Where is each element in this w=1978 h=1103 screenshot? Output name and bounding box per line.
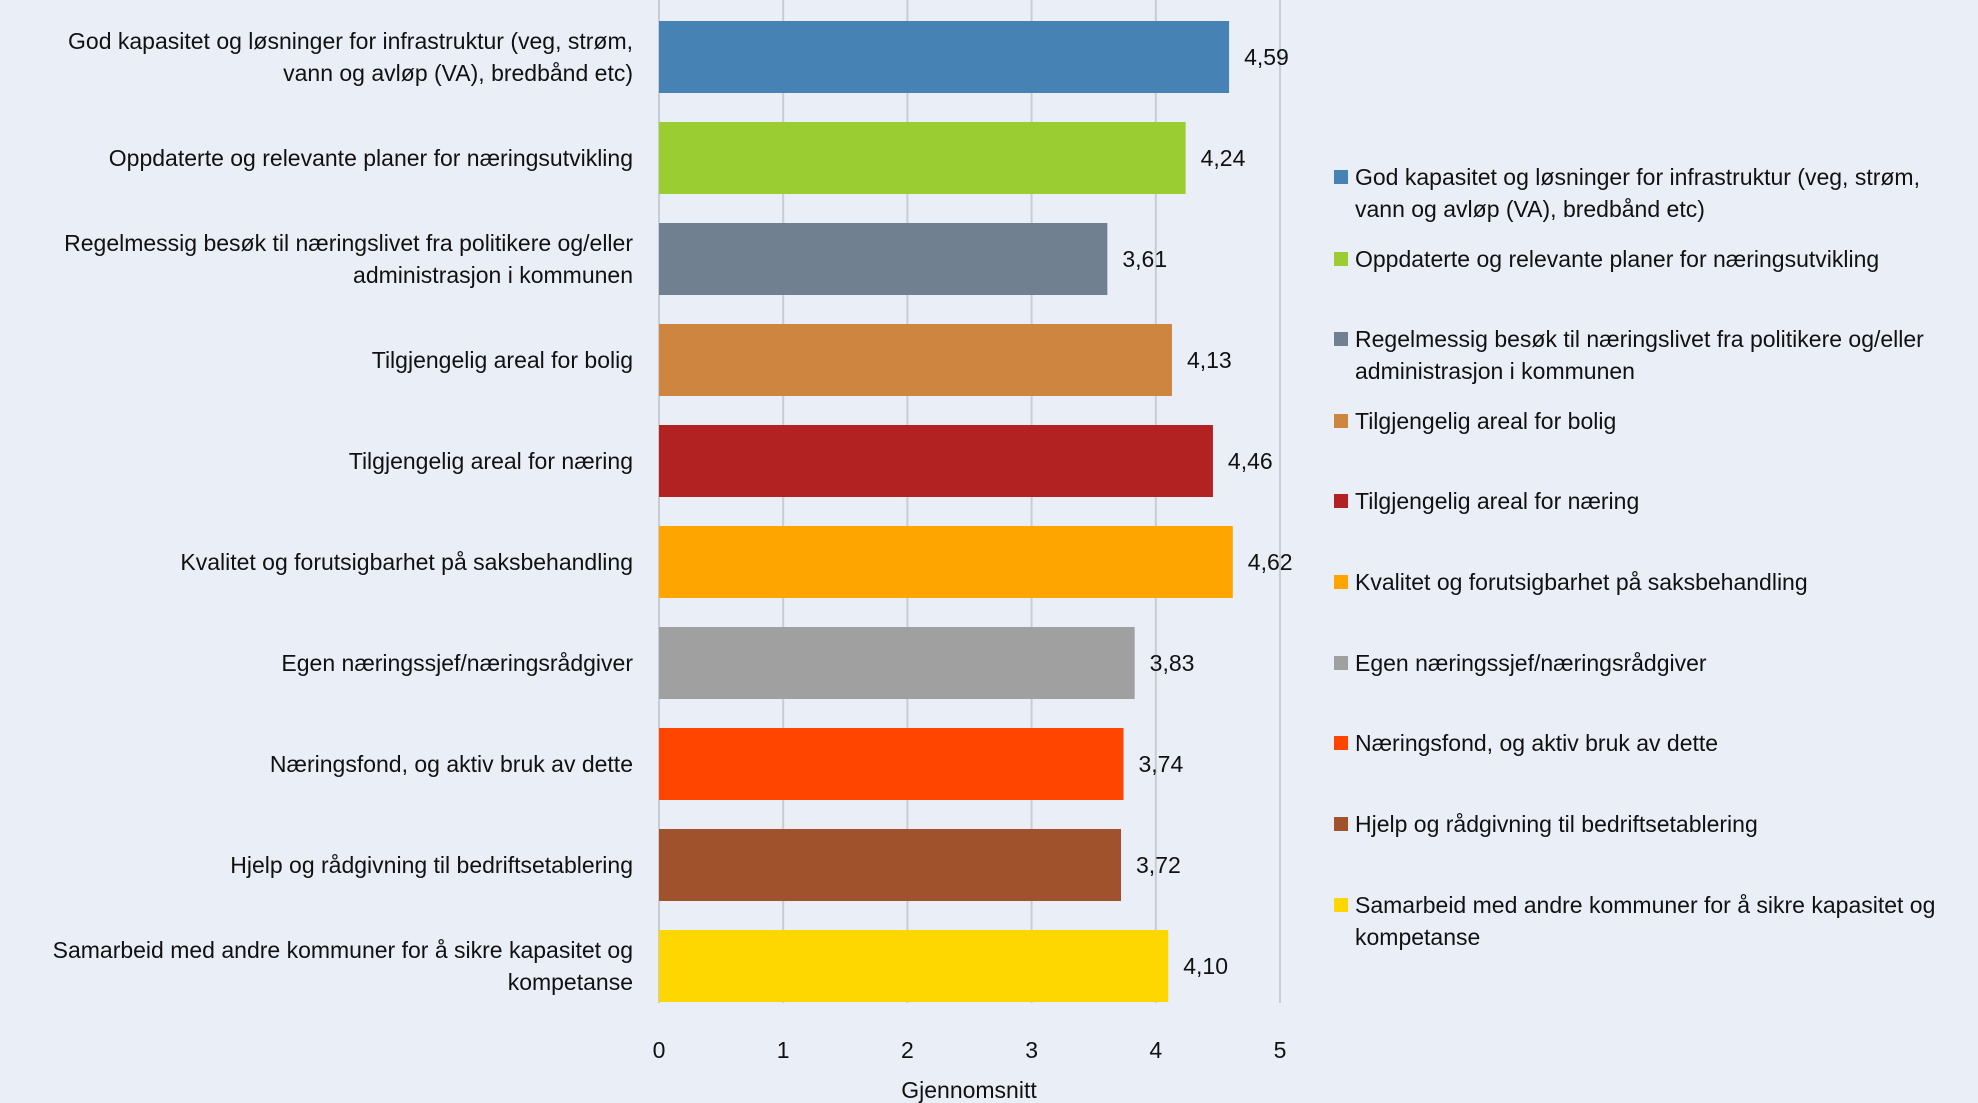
x-axis-ticks: 0 1 2 3 4 5 <box>653 1037 1287 1063</box>
bar <box>659 223 1108 295</box>
value-label: 4,46 <box>1228 448 1273 474</box>
legend-swatch <box>1334 494 1348 508</box>
value-label: 4,62 <box>1248 549 1293 575</box>
value-label: 4,59 <box>1244 44 1289 70</box>
legend-swatch <box>1334 252 1348 266</box>
legend-swatch <box>1334 414 1348 428</box>
category-label: Egen næringssjef/næringsrådgiver <box>281 650 633 676</box>
legend-swatch <box>1334 817 1348 831</box>
category-label: God kapasitet og løsninger for infrastru… <box>68 28 633 86</box>
legend-entry: Regelmessig besøk til næringslivet fra p… <box>1355 326 1924 384</box>
legend-entry: Tilgjengelig areal for næring <box>1355 488 1639 514</box>
legend-entry: Næringsfond, og aktiv bruk av dette <box>1355 730 1718 756</box>
value-label: 3,61 <box>1122 246 1167 272</box>
value-label: 4,13 <box>1187 347 1232 373</box>
x-tick-label: 0 <box>653 1037 666 1063</box>
value-label: 3,74 <box>1139 751 1184 777</box>
bar <box>659 122 1186 194</box>
legend-entry: Hjelp og rådgivning til bedriftsetableri… <box>1355 811 1758 837</box>
legend-entry: Tilgjengelig areal for bolig <box>1355 408 1616 434</box>
category-label: Tilgjengelig areal for næring <box>349 448 633 474</box>
legend-swatch <box>1334 736 1348 750</box>
bar <box>659 324 1172 396</box>
category-labels: God kapasitet og løsninger for infrastru… <box>53 28 634 995</box>
legend-entry: Kvalitet og forutsigbarhet på saksbehand… <box>1355 569 1808 595</box>
bar <box>659 425 1213 497</box>
bar <box>659 829 1122 901</box>
legend: God kapasitet og løsninger for infrastru… <box>1334 164 1935 950</box>
legend-swatch <box>1334 575 1348 589</box>
x-axis-title: Gjennomsnitt <box>901 1077 1037 1103</box>
bar <box>659 627 1135 699</box>
x-tick-label: 5 <box>1274 1037 1287 1063</box>
value-label: 3,83 <box>1150 650 1195 676</box>
legend-swatch <box>1334 656 1348 670</box>
category-label: Næringsfond, og aktiv bruk av dette <box>270 751 633 777</box>
category-label: Tilgjengelig areal for bolig <box>372 347 633 373</box>
bar <box>659 526 1233 598</box>
x-tick-label: 1 <box>777 1037 790 1063</box>
bars <box>659 21 1233 1002</box>
legend-swatch <box>1334 332 1348 346</box>
x-tick-label: 3 <box>1025 1037 1038 1063</box>
value-label: 3,72 <box>1136 852 1181 878</box>
legend-entry: Samarbeid med andre kommuner for å sikre… <box>1355 892 1935 950</box>
legend-entry: Egen næringssjef/næringsrådgiver <box>1355 650 1707 676</box>
category-label: Kvalitet og forutsigbarhet på saksbehand… <box>180 549 633 575</box>
bar <box>659 21 1230 93</box>
value-label: 4,24 <box>1201 145 1246 171</box>
legend-swatch <box>1334 898 1348 912</box>
legend-entry: Oppdaterte og relevante planer for nærin… <box>1355 246 1879 272</box>
legend-entry: God kapasitet og løsninger for infrastru… <box>1355 164 1920 222</box>
category-label: Samarbeid med andre kommuner for å sikre… <box>53 937 633 995</box>
value-label: 4,10 <box>1183 953 1228 979</box>
bar <box>659 930 1169 1002</box>
legend-swatch <box>1334 170 1348 184</box>
category-label: Hjelp og rådgivning til bedriftsetableri… <box>230 852 633 878</box>
value-labels: 4,59 4,24 3,61 4,13 4,46 4,62 3,83 3,74 3,72 4,10 <box>1122 44 1292 979</box>
category-label: Regelmessig besøk til næringslivet fra p… <box>64 230 633 288</box>
x-tick-label: 4 <box>1149 1037 1162 1063</box>
bar <box>659 728 1124 800</box>
category-label: Oppdaterte og relevante planer for nærin… <box>109 145 633 171</box>
x-tick-label: 2 <box>901 1037 914 1063</box>
